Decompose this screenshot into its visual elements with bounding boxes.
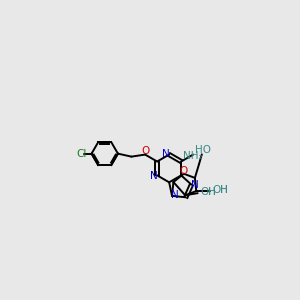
Text: HO: HO bbox=[195, 146, 211, 155]
Text: N: N bbox=[162, 149, 170, 159]
Text: N: N bbox=[191, 180, 198, 190]
Text: H: H bbox=[220, 185, 228, 195]
Text: H: H bbox=[208, 188, 215, 197]
Text: O: O bbox=[142, 146, 150, 157]
Text: NH₂: NH₂ bbox=[183, 151, 203, 161]
Text: OH: OH bbox=[200, 188, 216, 197]
Text: O: O bbox=[180, 166, 188, 176]
Text: N: N bbox=[171, 190, 179, 200]
Text: N: N bbox=[150, 171, 158, 181]
Text: Cl: Cl bbox=[76, 148, 87, 159]
Text: OH: OH bbox=[212, 185, 228, 195]
